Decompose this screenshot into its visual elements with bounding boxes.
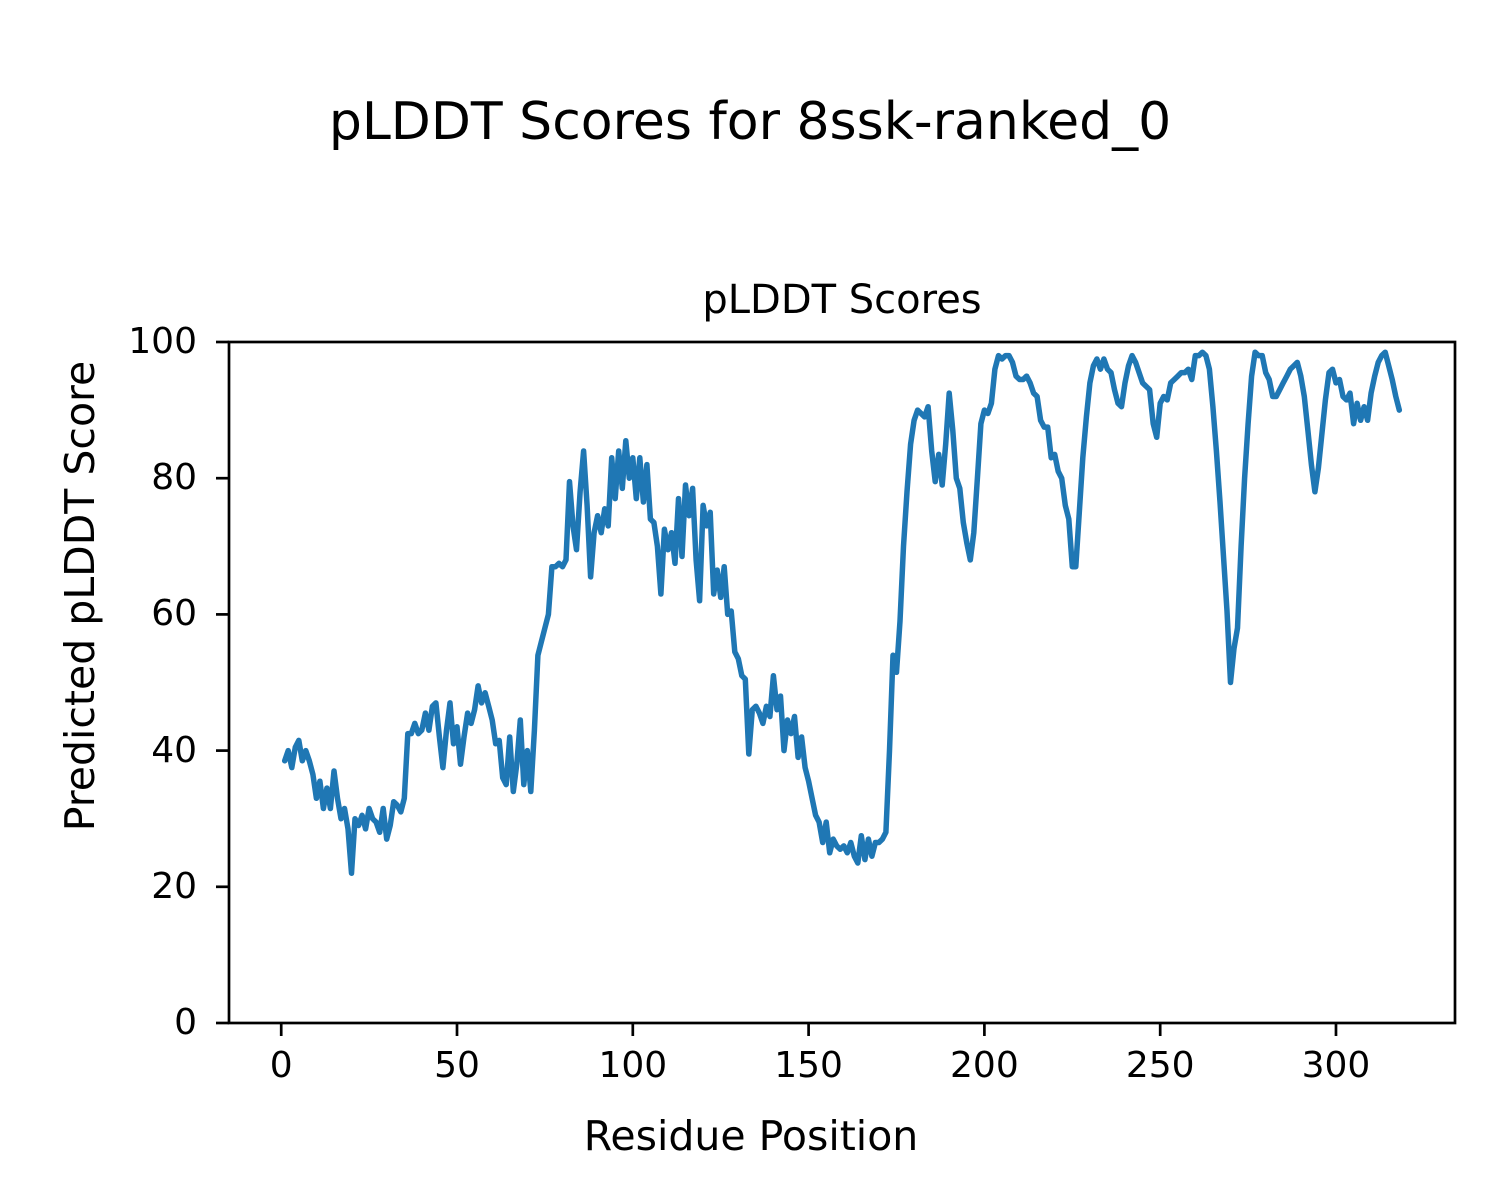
- x-tick-label: 300: [1301, 1045, 1371, 1086]
- y-tick-label: 40: [151, 729, 197, 771]
- x-axis-label: Residue Position: [583, 1112, 919, 1160]
- axes-title: pLDDT Scores: [702, 277, 982, 323]
- x-tick-label: 150: [774, 1045, 843, 1086]
- x-tick-label: 0: [269, 1045, 293, 1086]
- x-tick-label: 100: [598, 1045, 668, 1086]
- x-tick-label: 50: [434, 1045, 480, 1086]
- x-tick-label: 200: [950, 1045, 1019, 1086]
- y-tick-label: 20: [151, 866, 197, 907]
- y-tick-label: 60: [151, 593, 197, 635]
- axes-spines: [227, 340, 1457, 1025]
- y-tick-label: 80: [151, 457, 197, 499]
- plddt-line: [281, 349, 1403, 876]
- figure-title: pLDDT Scores for 8ssk-ranked_0: [328, 92, 1172, 152]
- y-tick-label: 0: [174, 1002, 197, 1044]
- x-tick-label: 250: [1125, 1045, 1195, 1086]
- y-tick-label: 100: [128, 321, 197, 363]
